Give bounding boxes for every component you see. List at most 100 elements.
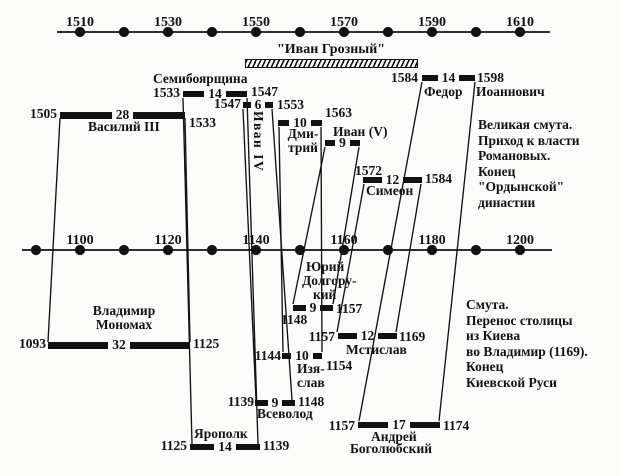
note-line: династии	[478, 194, 536, 210]
axis-dot	[250, 26, 262, 38]
reign-name-semiboyarshchina: Семибоярщина	[153, 71, 248, 86]
bar-segment	[133, 111, 185, 119]
bar-segment	[60, 111, 112, 119]
top-axis-tick: 1550	[242, 15, 270, 30]
reign-duration: 12	[360, 328, 375, 344]
correspondence-lines	[47, 81, 476, 445]
axis-dot	[426, 244, 438, 256]
reign-duration: 9	[271, 395, 279, 411]
reign-start-year: 1157	[308, 329, 335, 344]
axis-dot	[206, 26, 218, 38]
bar-segment	[403, 177, 422, 183]
ivan-grozny-hatched-bar	[245, 59, 418, 68]
reign-duration: 14	[441, 70, 456, 86]
reign-start-year: 1505	[30, 106, 57, 121]
reign-end-year: 1553	[277, 97, 304, 112]
reign-name-line: трий	[288, 140, 318, 156]
reign-end-year: 1125	[193, 336, 220, 351]
middle-axis-tick: 1140	[242, 233, 270, 248]
bar-segment	[225, 91, 247, 97]
reign-bar-monomakh: 32	[48, 337, 190, 353]
note-line: "Ордынской"	[478, 179, 565, 195]
reign-name-yury-line1: Юрий	[306, 259, 345, 274]
reign-start-year: 1547	[214, 96, 241, 111]
ivan-grozny-label: "Иван Грозный"	[276, 42, 386, 57]
note-line: Киевской Руси	[466, 374, 557, 390]
reign-name-line: Мономах	[95, 317, 153, 333]
correspondence-line	[292, 146, 326, 305]
correspondence-line	[246, 97, 259, 445]
reign-end-year: 1584	[425, 171, 452, 186]
bar-segment	[48, 341, 109, 349]
reign-name-yaropolk: Ярополк	[194, 426, 248, 441]
reign-bar-simeon: 12	[363, 172, 422, 188]
reign-end-year: 1148	[298, 394, 325, 409]
reign-name-dmitry: Дми- трий	[284, 126, 322, 156]
bar-segment	[310, 120, 322, 126]
reign-start-year: 1584	[391, 70, 418, 85]
reign-duration: 32	[112, 337, 126, 353]
reign-end-year: 1533	[189, 115, 216, 130]
bar-segment	[243, 102, 251, 108]
reign-name-andrey-line2: Боголюбский	[350, 441, 433, 456]
axis-dot	[382, 26, 394, 38]
reign-end-year: 1563	[325, 105, 352, 120]
reign-duration: 6	[254, 97, 262, 113]
reign-start-year: 1572	[355, 163, 382, 178]
reign-name-yury-line2: Долгору-	[302, 273, 357, 288]
bar-segment	[183, 91, 205, 97]
axis-dot	[30, 244, 42, 256]
top-axis-tick: 1570	[330, 15, 358, 30]
reign-name-fedor-line2: Иоаннович	[476, 84, 545, 99]
reign-name-line: слав	[297, 375, 325, 391]
reign-bar-ivan5: 9	[325, 135, 360, 151]
middle-axis-tick: 1120	[154, 233, 182, 248]
bar-segment	[282, 400, 295, 406]
reign-bar-andrey: 17	[358, 417, 440, 433]
upper-epoch-note: Великая смута. Приход к власти Романовых…	[478, 117, 580, 211]
note-line: Приход к власти	[478, 132, 580, 148]
axis-dot	[470, 26, 482, 38]
reign-duration: 12	[385, 172, 400, 188]
bar-segment	[325, 140, 336, 146]
bar-segment	[255, 400, 268, 406]
reign-name-line: Изя-	[297, 361, 325, 376]
bar-segment	[459, 75, 475, 81]
reign-duration: 9	[309, 300, 317, 316]
reign-name-mstislav: Мстислав	[346, 342, 407, 357]
reign-bar-yaropolk: 14	[190, 439, 260, 455]
note-line: Конец	[478, 163, 516, 179]
reign-end-year: 1157	[336, 301, 363, 316]
axis-dot	[74, 26, 86, 38]
bar-segment	[312, 353, 322, 359]
reign-bar-yury: 9	[293, 300, 333, 316]
middle-axis-tick: 1200	[506, 233, 534, 248]
reign-name-vsevolod: Всеволод	[257, 406, 313, 421]
reign-bar-vsevolod: 9	[255, 395, 295, 411]
reign-bar-mstislav: 12	[338, 328, 397, 344]
top-axis-tick: 1510	[66, 15, 94, 30]
reign-start-year: 1093	[19, 336, 46, 351]
reign-name-line: Владимир	[92, 303, 156, 318]
reign-start-year: 1148	[281, 312, 308, 327]
bar-segment	[378, 333, 397, 339]
bar-segment	[363, 177, 382, 183]
reign-name-simeon: Симеон	[366, 183, 414, 198]
reign-bar-ivan4: 6	[243, 97, 273, 113]
reign-duration: 10	[295, 348, 309, 364]
top-axis-tick: 1590	[418, 15, 446, 30]
lower-epoch-note: Смута. Перенос столицы из Киева во Влади…	[466, 297, 588, 391]
note-line: Конец	[466, 359, 504, 375]
reign-duration: 14	[218, 439, 232, 455]
axis-dot	[338, 26, 350, 38]
correspondence-line	[184, 117, 191, 343]
axis-dot	[514, 244, 526, 256]
note-line: из Киева	[466, 328, 521, 344]
reign-bar-semiboyarshchina: 14	[183, 86, 247, 102]
reign-start-year: 1144	[254, 348, 281, 363]
reign-start-year: 1125	[160, 438, 187, 453]
axis-dot	[294, 26, 306, 38]
axis-dot	[74, 244, 86, 256]
